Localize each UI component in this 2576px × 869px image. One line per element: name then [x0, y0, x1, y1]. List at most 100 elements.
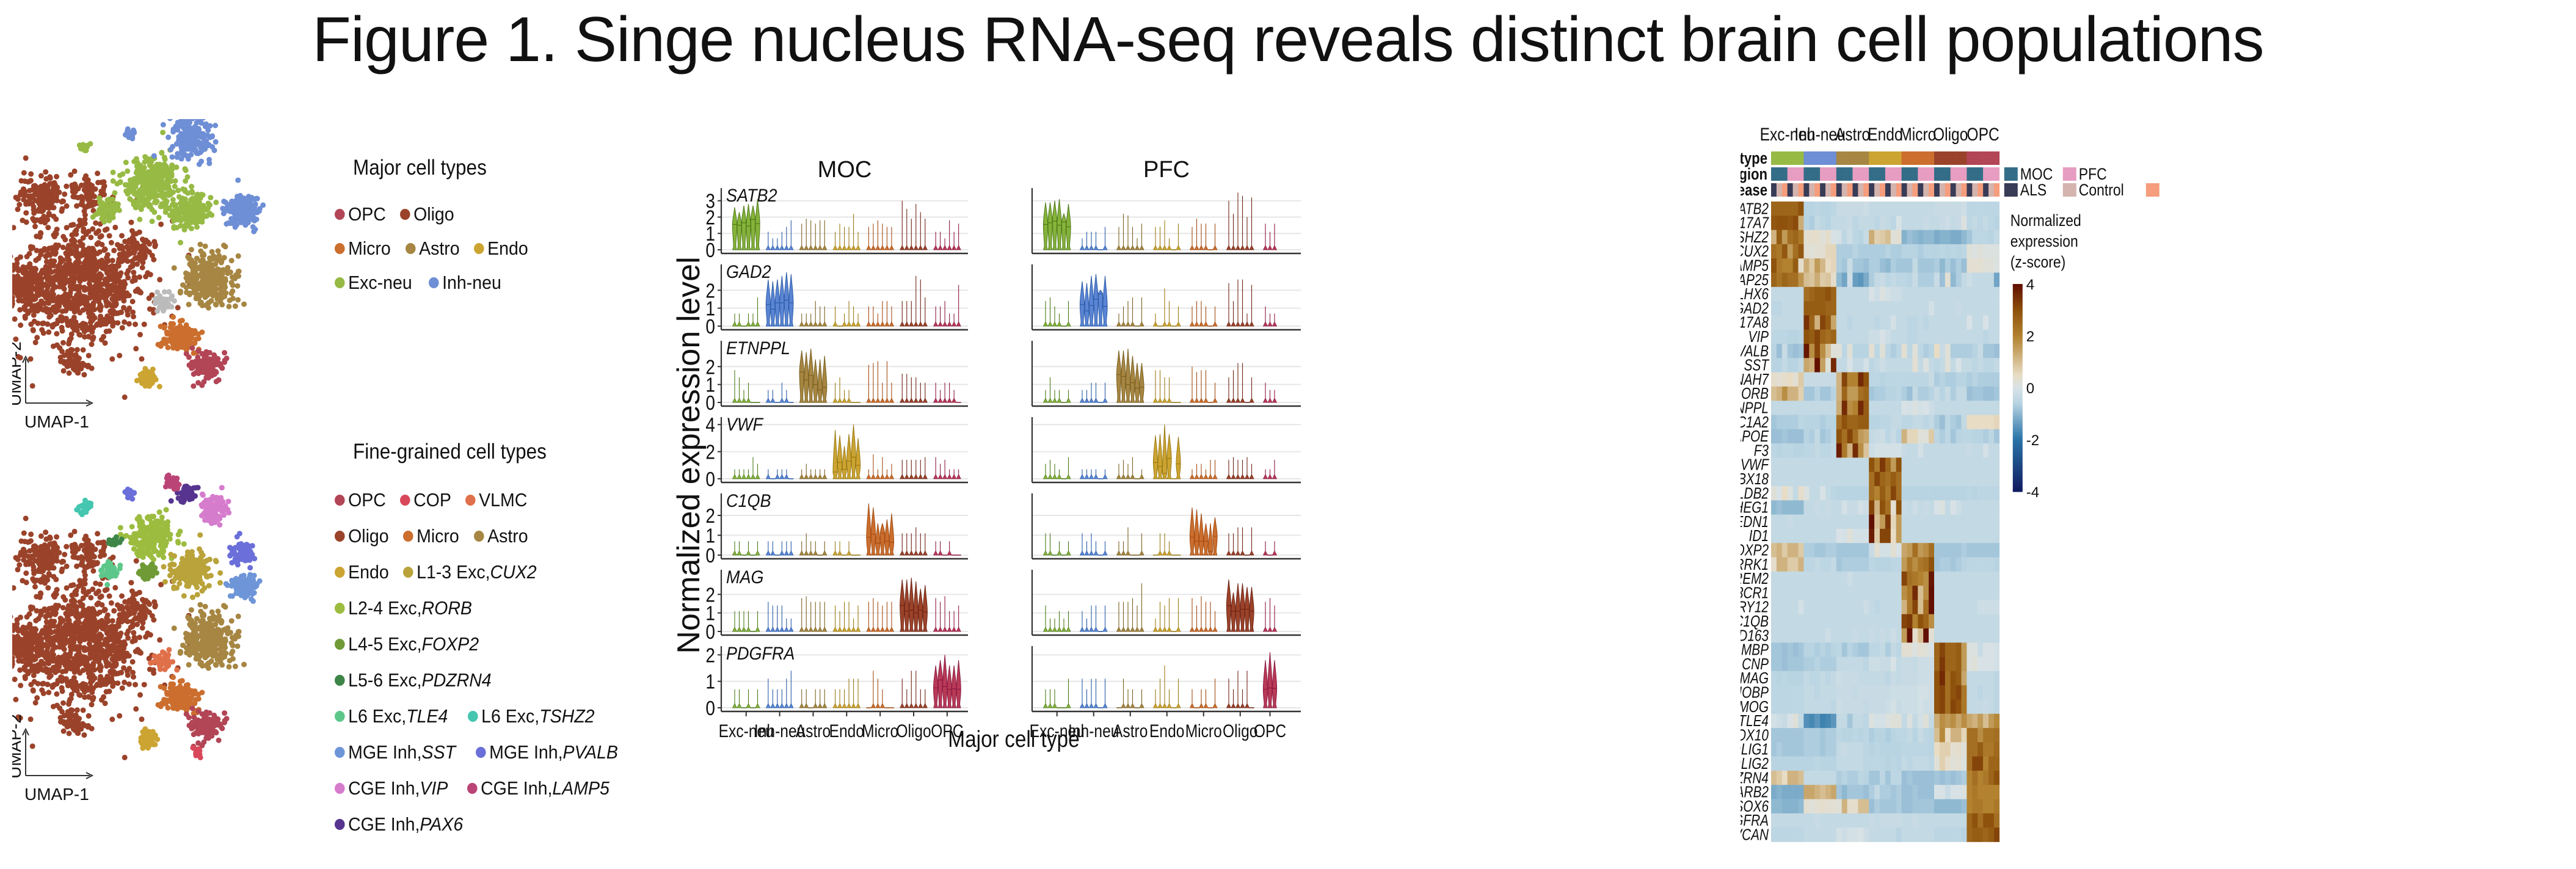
point — [59, 559, 65, 565]
point — [32, 700, 38, 706]
point — [17, 715, 23, 721]
point — [57, 354, 64, 360]
point — [117, 179, 123, 185]
point — [232, 303, 238, 309]
point — [32, 296, 38, 302]
point — [48, 673, 54, 678]
point — [82, 576, 88, 583]
cluster-cge-inh-pax6 — [168, 481, 201, 505]
point — [117, 352, 123, 358]
point — [110, 662, 116, 668]
point — [122, 679, 128, 685]
cluster-l6-exc-tle4 — [98, 559, 123, 587]
point — [26, 560, 32, 566]
point — [217, 286, 223, 292]
point — [71, 636, 76, 642]
point — [126, 681, 132, 687]
point — [48, 258, 54, 264]
point — [34, 594, 40, 600]
point — [155, 192, 161, 198]
cluster-l4-5-exc-foxp2 — [136, 561, 159, 582]
point — [59, 678, 65, 684]
point — [194, 194, 200, 200]
point — [218, 363, 224, 369]
point — [12, 225, 16, 231]
point — [98, 233, 104, 239]
point — [196, 119, 202, 122]
point — [99, 697, 104, 703]
point — [71, 276, 76, 282]
point — [153, 200, 159, 206]
point — [82, 260, 88, 266]
point — [143, 185, 149, 191]
point — [68, 691, 75, 697]
point — [130, 182, 136, 188]
point — [64, 544, 70, 550]
point — [20, 217, 26, 224]
point — [139, 529, 145, 535]
point — [206, 583, 212, 589]
point — [116, 295, 122, 301]
point — [191, 360, 197, 366]
point — [37, 198, 43, 205]
point — [94, 611, 100, 617]
point — [119, 685, 125, 691]
point — [42, 182, 48, 187]
point — [32, 224, 38, 230]
point — [45, 636, 51, 642]
point — [145, 539, 151, 545]
point — [159, 518, 165, 525]
point — [83, 687, 89, 693]
point — [16, 202, 23, 208]
point — [63, 676, 69, 682]
point — [60, 284, 66, 290]
point — [119, 233, 125, 239]
point — [90, 697, 96, 703]
point — [167, 531, 173, 537]
point — [195, 347, 202, 354]
point — [67, 622, 73, 628]
point — [67, 363, 73, 368]
point — [106, 217, 112, 224]
point — [162, 539, 169, 545]
point — [189, 345, 195, 351]
point — [47, 534, 53, 540]
point — [129, 623, 136, 629]
point — [28, 278, 34, 285]
point — [209, 144, 216, 150]
point — [34, 247, 40, 253]
point — [147, 272, 153, 278]
point — [67, 283, 73, 289]
point — [149, 219, 155, 224]
point — [166, 134, 172, 140]
point — [63, 667, 69, 674]
point — [240, 200, 246, 206]
point — [81, 647, 87, 653]
point — [184, 121, 189, 127]
point — [41, 214, 47, 219]
point — [167, 296, 173, 302]
point — [77, 217, 83, 224]
point — [23, 155, 29, 161]
point — [184, 216, 190, 222]
point — [133, 321, 138, 327]
point — [171, 265, 177, 271]
point — [142, 534, 148, 540]
point — [53, 230, 59, 236]
point — [45, 289, 51, 296]
point — [92, 616, 98, 622]
point — [98, 319, 104, 325]
point — [109, 267, 115, 274]
point — [211, 359, 217, 365]
point — [109, 318, 115, 324]
point — [165, 181, 170, 187]
point — [80, 707, 86, 713]
point — [115, 624, 122, 629]
point — [79, 602, 86, 608]
point — [65, 629, 71, 635]
point — [188, 219, 194, 225]
point — [109, 202, 115, 208]
point — [57, 714, 64, 721]
point — [180, 186, 186, 192]
point — [242, 209, 248, 215]
